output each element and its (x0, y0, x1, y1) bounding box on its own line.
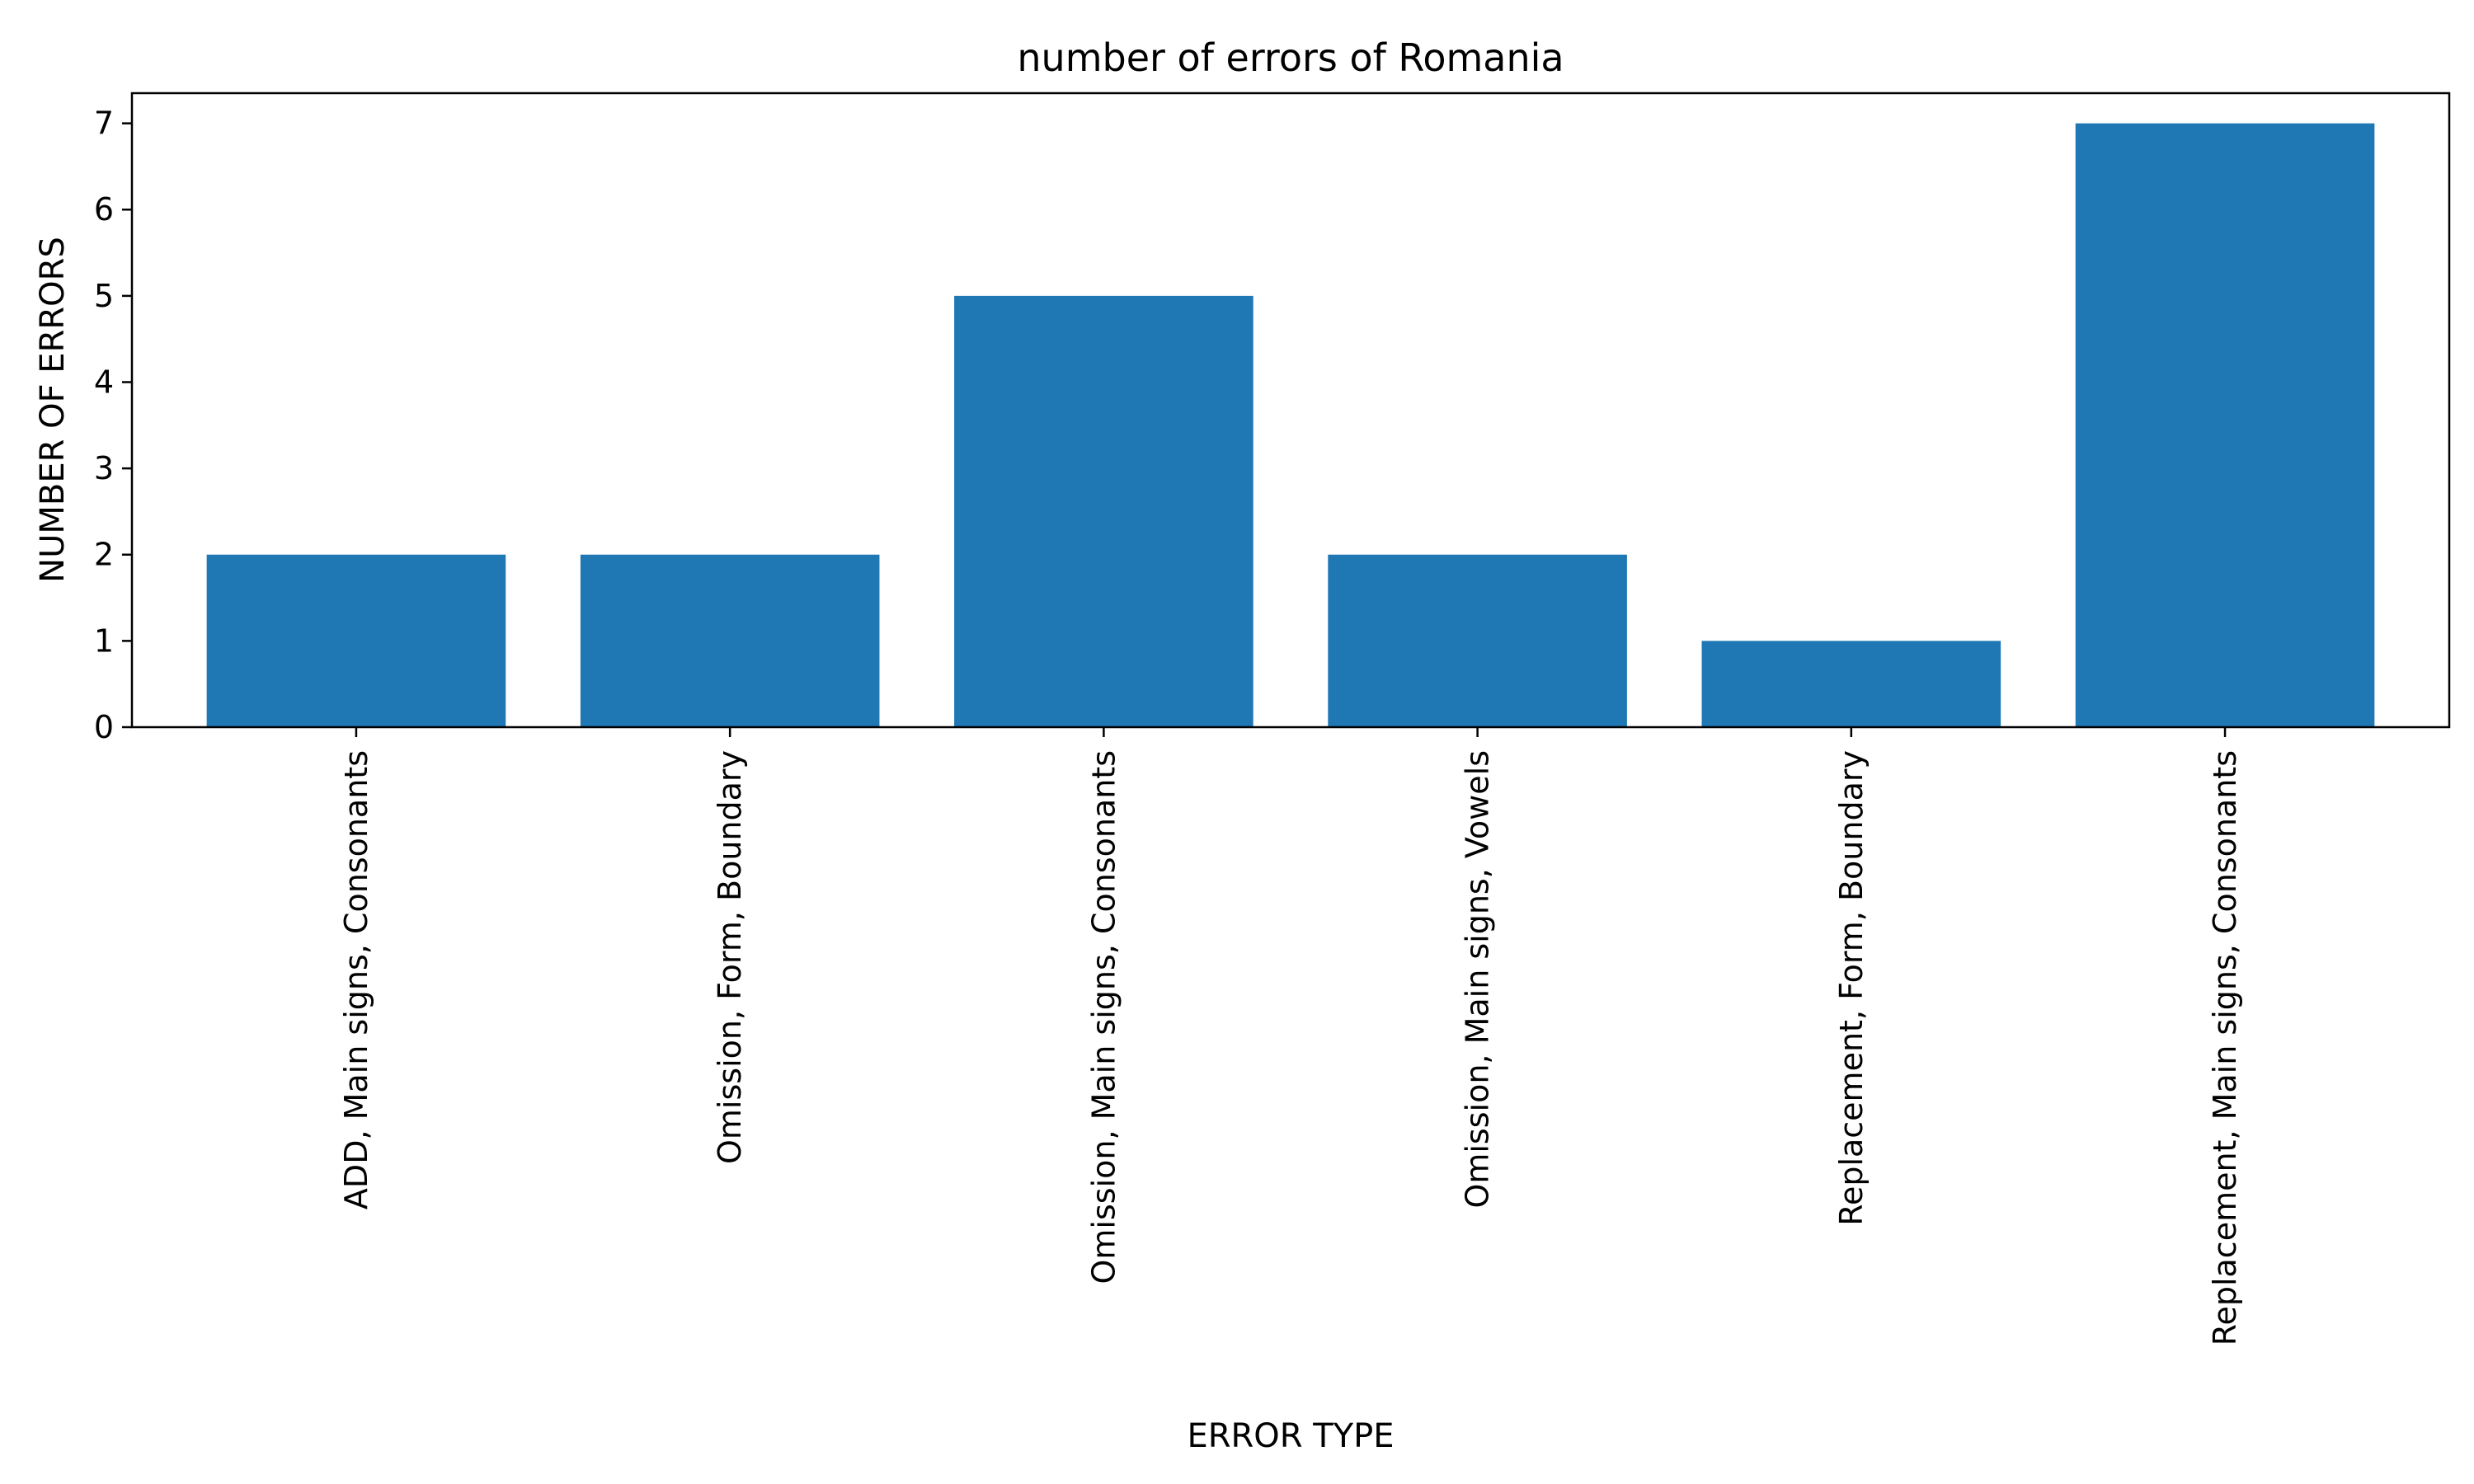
y-tick-label: 7 (94, 106, 114, 142)
bar (1328, 554, 1627, 727)
bar (580, 554, 880, 727)
bar (1701, 641, 2001, 727)
y-tick-label: 2 (94, 537, 114, 573)
bars-group (206, 123, 2375, 728)
x-tick-label: Omission, Main signs, Consonants (1085, 750, 1122, 1284)
chart-title: number of errors of Romania (1017, 35, 1564, 80)
x-tick-label: ADD, Main signs, Consonants (338, 750, 374, 1209)
y-axis-ticks: 0 1 2 3 4 5 6 7 (94, 106, 132, 745)
x-axis-ticks: ADD, Main signs, Consonants Omission, For… (338, 727, 2243, 1345)
x-tick-label: Omission, Form, Boundary (712, 750, 748, 1164)
y-tick-label: 3 (94, 450, 114, 486)
y-axis-label: NUMBER OF ERRORS (34, 237, 72, 583)
y-tick-label: 1 (94, 622, 114, 659)
y-tick-label: 4 (94, 364, 114, 400)
bar (2075, 123, 2375, 728)
x-axis-label: ERROR TYPE (1187, 1417, 1394, 1455)
x-tick-label: Omission, Main signs, Vowels (1460, 750, 1496, 1209)
plot-frame (130, 92, 2451, 729)
bar (954, 295, 1253, 728)
bar (206, 554, 506, 727)
x-tick-label: Replacement, Form, Boundary (1833, 750, 1870, 1226)
y-tick-label: 0 (94, 709, 114, 745)
x-tick-label: Replacement, Main signs, Consonants (2207, 750, 2243, 1345)
y-tick-label: 5 (94, 278, 114, 314)
y-tick-label: 6 (94, 191, 114, 228)
